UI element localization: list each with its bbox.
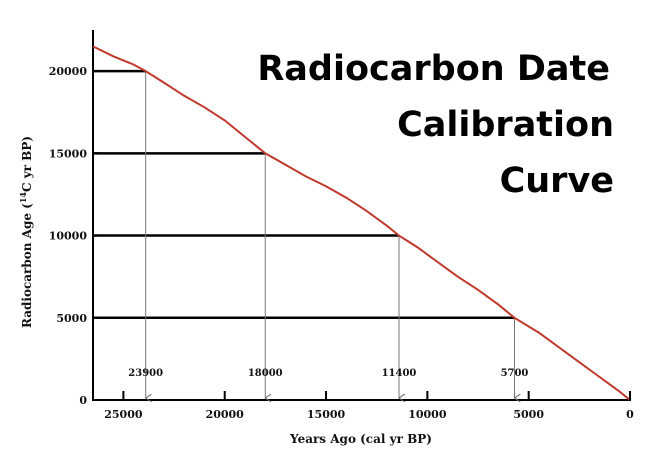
y-tick-label-10000: 10000 bbox=[49, 230, 88, 243]
x-tick-label-0: 0 bbox=[626, 408, 634, 421]
title-line-2: Calibration bbox=[397, 105, 614, 145]
x-tick-label-5000: 5000 bbox=[513, 408, 544, 421]
y-axis: 0 5000 10000 15000 20000 bbox=[49, 65, 100, 407]
calibration-label-5700: 5700 bbox=[501, 368, 529, 379]
chart-title: Radiocarbon Date Calibration Curve bbox=[257, 49, 614, 201]
y-tick-label-15000: 15000 bbox=[49, 147, 88, 160]
x-tick-label-10000: 10000 bbox=[408, 408, 447, 421]
calibration-label-23900: 23900 bbox=[128, 368, 163, 379]
x-axis-title: Years Ago (cal yr BP) bbox=[289, 432, 432, 446]
y-tick-label-20000: 20000 bbox=[49, 65, 88, 78]
plot-area bbox=[92, 30, 630, 401]
calibration-drop-lines bbox=[146, 71, 515, 398]
x-axis: 25000 20000 15000 10000 5000 0 bbox=[104, 391, 634, 421]
calibration-label-18000: 18000 bbox=[248, 368, 283, 379]
x-tick-label-15000: 15000 bbox=[307, 408, 346, 421]
calibration-curve bbox=[92, 45, 631, 401]
x-tick-label-25000: 25000 bbox=[104, 408, 143, 421]
x-tick-label-20000: 20000 bbox=[206, 408, 245, 421]
calibration-labels: 23900 18000 11400 5700 bbox=[128, 368, 528, 379]
y-tick-label-5000: 5000 bbox=[56, 312, 87, 325]
radiocarbon-level-lines bbox=[93, 69, 515, 320]
calibration-label-11400: 11400 bbox=[382, 368, 417, 379]
calibration-curve-line bbox=[92, 45, 631, 401]
title-line-3: Curve bbox=[500, 161, 614, 201]
y-tick-label-0: 0 bbox=[79, 394, 87, 407]
title-line-1: Radiocarbon Date bbox=[257, 49, 610, 89]
y-axis-title: Radiocarbon Age (14C yr BP) bbox=[18, 136, 34, 328]
